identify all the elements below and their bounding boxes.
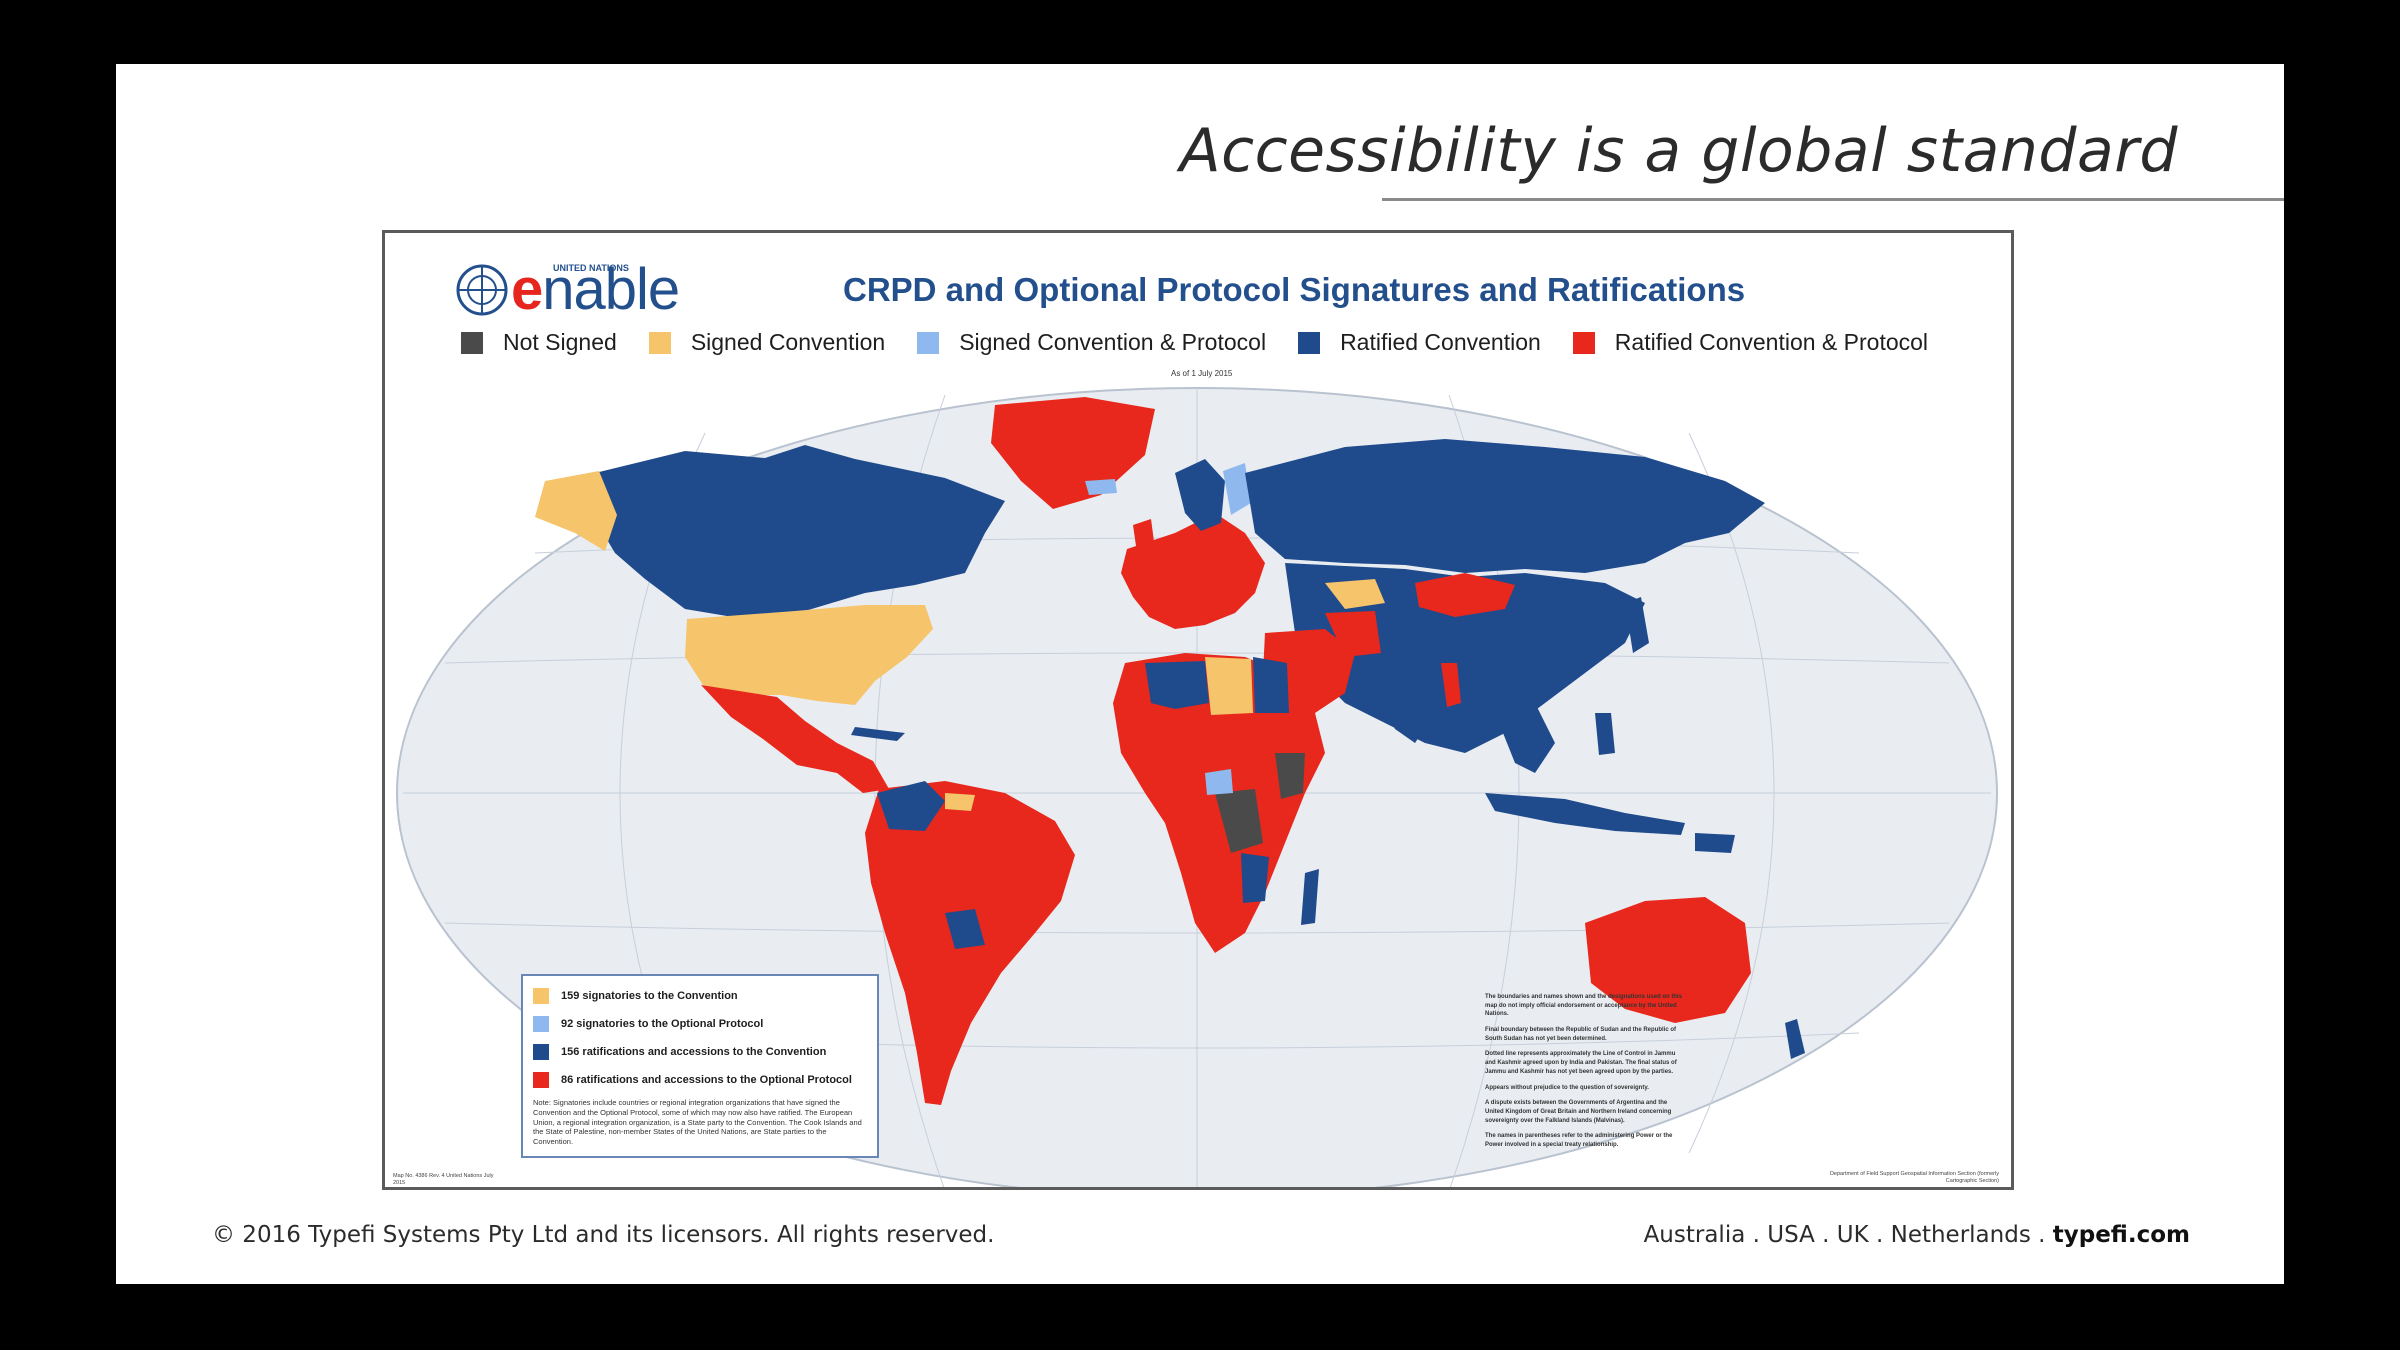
legend-label: Signed Convention & Protocol — [959, 329, 1267, 355]
indonesia — [1485, 793, 1685, 835]
stat-label: 159 signatories to the Convention — [561, 990, 738, 1002]
footer-copyright: © 2016 Typefi Systems Pty Ltd and its li… — [212, 1222, 995, 1248]
iceland — [1085, 479, 1117, 495]
stat-signatories-convention: 159 signatories to the Convention — [533, 982, 867, 1010]
map-legend: Not Signed Signed Convention Signed Conv… — [461, 329, 1960, 356]
legend-item-ratified-convention: Ratified Convention — [1298, 329, 1541, 356]
crpd-map: UNITED NATIONS enable CRPD and Optional … — [382, 230, 2014, 1190]
india — [1375, 647, 1447, 743]
stats-note: Note: Signatories include countries or r… — [533, 1098, 862, 1146]
southeast-asia — [1495, 703, 1555, 773]
colombia-venezuela — [877, 781, 945, 831]
mongolia — [1415, 573, 1515, 617]
uk — [1133, 519, 1155, 553]
map-note: Appears without prejudice to the questio… — [1485, 1084, 1649, 1091]
slide: Accessibility is a global standard — [116, 64, 2284, 1284]
scandinavia — [1175, 459, 1225, 531]
stat-swatch — [533, 988, 549, 1004]
guyana — [945, 793, 975, 811]
egypt — [1253, 657, 1289, 713]
legend-swatch — [461, 331, 483, 354]
slide-title: Accessibility is a global standard — [1179, 116, 2178, 186]
map-note: The names in parentheses refer to the ad… — [1485, 1133, 1673, 1148]
japan — [1625, 597, 1649, 653]
asia-block — [1285, 563, 1645, 753]
canada — [595, 445, 1005, 619]
logo-superscript: UNITED NATIONS — [553, 263, 629, 273]
papua — [1695, 833, 1735, 853]
stat-ratifications-convention: 156 ratifications and accessions to the … — [533, 1038, 867, 1066]
legend-label: Not Signed — [503, 329, 617, 355]
map-note: Final boundary between the Republic of S… — [1485, 1027, 1677, 1042]
map-notes: The boundaries and names shown and the d… — [1485, 993, 1685, 1157]
europe — [1121, 513, 1265, 629]
un-enable-logo: UNITED NATIONS enable — [455, 255, 680, 325]
madagascar — [1301, 869, 1319, 925]
iran — [1325, 611, 1381, 657]
cuba — [851, 727, 905, 741]
stat-swatch — [533, 1044, 549, 1060]
legend-label: Ratified Convention — [1340, 329, 1541, 355]
map-note: The boundaries and names shown and the d… — [1485, 994, 1683, 1018]
legend-label: Signed Convention — [690, 329, 886, 355]
as-of-date: As of 1 July 2015 — [1171, 369, 1233, 378]
legend-item-ratified-convention-protocol: Ratified Convention & Protocol — [1572, 329, 1929, 356]
legend-item-signed-convention-protocol: Signed Convention & Protocol — [917, 329, 1266, 356]
stat-label: 86 ratifications and accessions to the O… — [561, 1074, 852, 1086]
un-globe-icon — [456, 264, 508, 316]
east-africa — [1275, 753, 1305, 799]
map-note: A dispute exists between the Governments… — [1485, 1100, 1672, 1124]
footer-site: typefi.com — [2052, 1222, 2190, 1248]
united-states — [685, 605, 933, 705]
map-heading: CRPD and Optional Protocol Signatures an… — [843, 271, 1746, 308]
libya — [1205, 657, 1253, 715]
footer-locations: Australia . USA . UK . Netherlands . typ… — [1643, 1222, 2190, 1248]
stats-box: 159 signatories to the Convention 92 sig… — [521, 974, 879, 1158]
new-zealand — [1785, 1019, 1805, 1059]
philippines — [1595, 713, 1615, 755]
stat-label: 156 ratifications and accessions to the … — [561, 1046, 827, 1058]
alaska — [535, 471, 617, 551]
stat-signatories-protocol: 92 signatories to the Optional Protocol — [533, 1010, 867, 1038]
central-asia — [1325, 579, 1385, 609]
stat-ratifications-protocol: 86 ratifications and accessions to the O… — [533, 1066, 867, 1094]
stat-label: 92 signatories to the Optional Protocol — [561, 1018, 764, 1030]
title-rule — [1382, 198, 2284, 201]
algeria-mali — [1145, 661, 1209, 709]
map-note: Dotted line represents approximately the… — [1485, 1051, 1677, 1075]
map-number: Map No. 4386 Rev. 4 United Nations July … — [393, 1173, 494, 1187]
legend-swatch — [648, 331, 671, 354]
australia — [1585, 897, 1751, 1023]
legend-swatch — [917, 331, 940, 354]
department-credit: Department of Field Support Geospatial I… — [1829, 1171, 1999, 1185]
stat-swatch — [533, 1072, 549, 1088]
finland — [1223, 463, 1251, 515]
bangladesh-myanmar — [1441, 663, 1461, 707]
legend-swatch — [1298, 331, 1321, 354]
stat-swatch — [533, 1016, 549, 1032]
mexico — [701, 685, 889, 793]
legend-item-not-signed: Not Signed — [461, 329, 617, 356]
legend-item-signed-convention: Signed Convention — [648, 329, 886, 356]
legend-label: Ratified Convention & Protocol — [1614, 329, 1929, 355]
chad-cameroon — [1205, 769, 1233, 795]
russia — [1245, 439, 1765, 573]
legend-swatch — [1572, 331, 1595, 354]
southern-africa — [1241, 853, 1269, 903]
bolivia — [945, 909, 985, 949]
central-africa — [1215, 789, 1263, 853]
logo-wordmark: enable — [511, 257, 680, 322]
